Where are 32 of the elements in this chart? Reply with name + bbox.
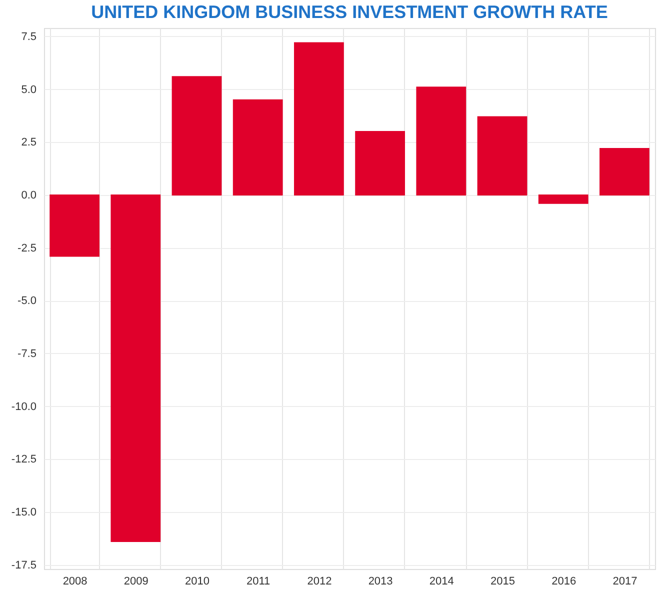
x-tick-label: 2013 (368, 576, 393, 588)
bar (172, 76, 222, 196)
y-tick-label: 5.0 (21, 84, 36, 96)
x-tick-label: 2015 (490, 576, 515, 588)
bar (477, 116, 528, 196)
x-tick-label: 2009 (124, 576, 148, 588)
x-tick-label: 2008 (62, 576, 88, 588)
bar (110, 194, 161, 542)
x-tick-label: 2014 (429, 576, 454, 588)
y-tick-label: -12.5 (11, 454, 36, 466)
chart-title: UNITED KINGDOM BUSINESS INVESTMENT GROWTH RATE (91, 2, 608, 22)
y-tick-label: -2.5 (18, 242, 36, 254)
x-tick-label: 2017 (612, 576, 638, 588)
y-tick-label: -5.0 (18, 295, 36, 308)
y-tick-label: 2.5 (21, 136, 36, 149)
bar (50, 194, 100, 257)
x-tick-label: 2016 (552, 576, 576, 588)
y-tick-label: -7.5 (18, 348, 36, 360)
bar (232, 99, 283, 196)
x-tick-label: 2010 (185, 576, 210, 588)
y-tick-label: -10.0 (11, 400, 36, 413)
bar (294, 42, 344, 196)
y-tick-label: -15.0 (11, 506, 36, 518)
bar (416, 86, 466, 196)
x-tick-label: 2011 (246, 576, 270, 588)
y-tick-label: 7.5 (21, 30, 36, 43)
y-tick-label: 0.0 (21, 189, 36, 202)
bar (600, 148, 650, 196)
y-tick-label: -17.5 (11, 559, 36, 572)
x-tick-label: 2012 (307, 576, 332, 588)
bar (355, 131, 405, 196)
bar (538, 194, 588, 204)
